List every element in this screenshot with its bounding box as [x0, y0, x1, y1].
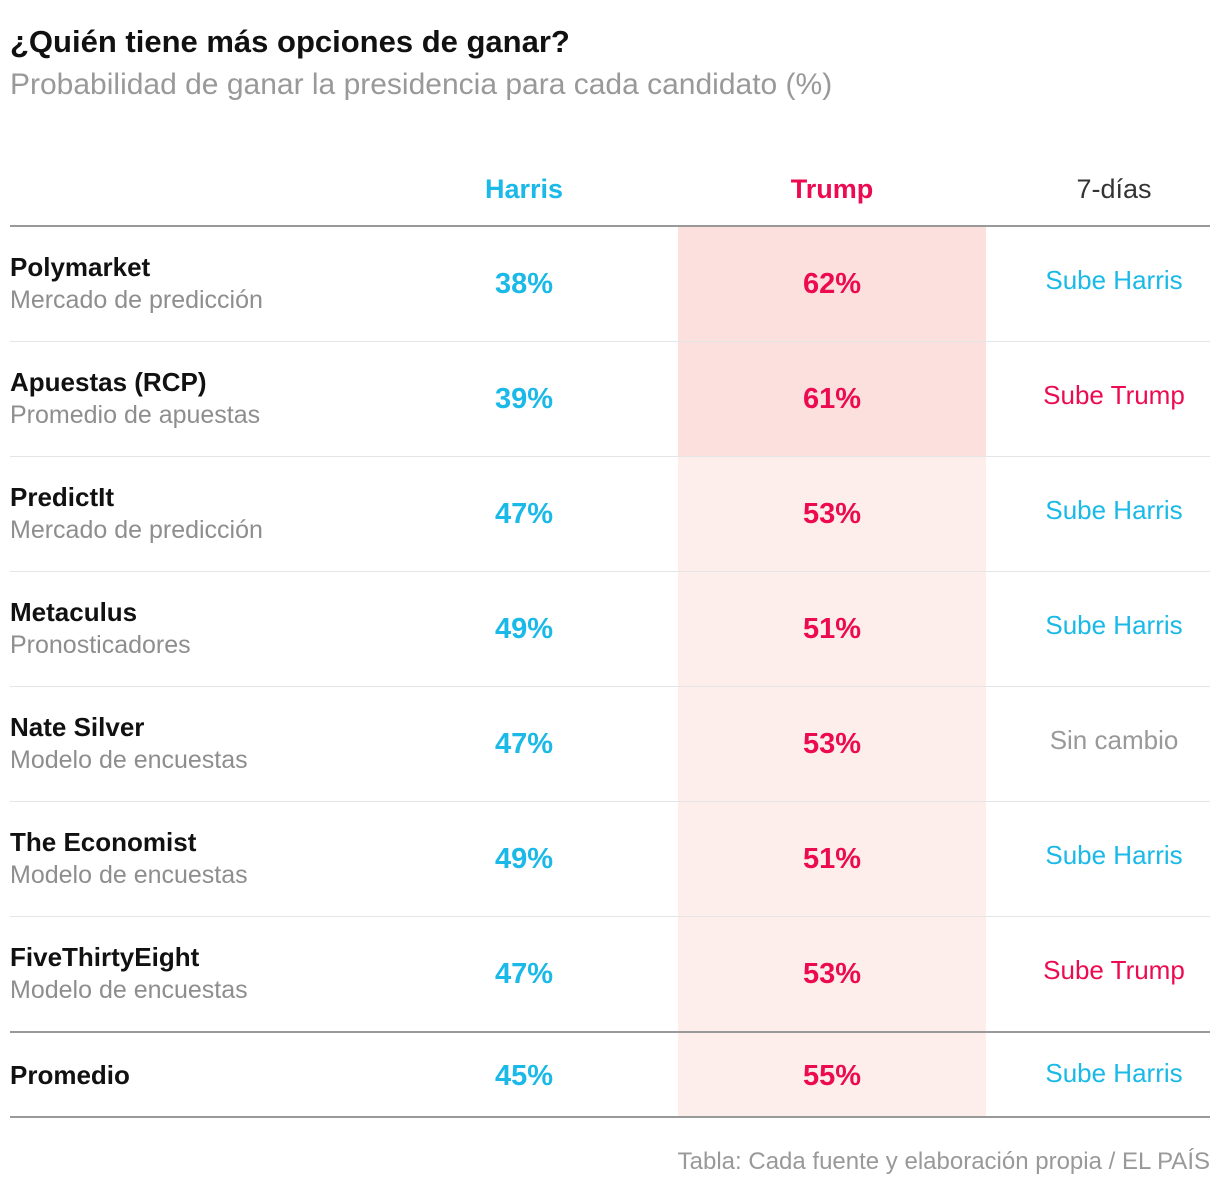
chart-title: ¿Quién tiene más opciones de ganar? — [10, 24, 570, 59]
source-type: Promedio de apuestas — [10, 401, 261, 429]
source-name: Polymarket — [10, 252, 151, 282]
trump-value: 62% — [802, 268, 862, 300]
trump-shade — [678, 917, 986, 1031]
table-row: FiveThirtyEight Modelo de encuestas 47% 53%… — [10, 916, 1210, 1031]
source-name: Apuestas (RCP) — [10, 367, 207, 397]
probability-table: Harris Trump 7-días Polymarket Mercado de… — [10, 150, 1210, 1118]
table-row: The Economist Modelo de encuestas 49% 51% Su… — [10, 801, 1210, 916]
table-header: Harris Trump 7-días — [10, 150, 1210, 225]
trump-shade — [678, 227, 986, 341]
harris-value: 49% — [494, 613, 554, 645]
harris-value: 38% — [494, 268, 554, 300]
source-name: Promedio — [10, 1060, 130, 1090]
source-cell: FiveThirtyEight Modelo de encuestas — [10, 941, 248, 1007]
harris-value: 47% — [494, 958, 554, 990]
trump-value: 53% — [802, 958, 862, 990]
trend-label: Sube Harris — [1045, 840, 1183, 870]
trend-label: Sube Harris — [1045, 495, 1183, 525]
trump-value: 53% — [802, 498, 862, 530]
source-cell: Nate Silver Modelo de encuestas — [10, 711, 248, 777]
header-harris: Harris — [484, 174, 564, 204]
trend-label: Sube Trump — [1043, 380, 1185, 410]
trend-label: Sube Harris — [1045, 265, 1183, 295]
trump-shade — [678, 687, 986, 801]
trump-shade — [678, 457, 986, 571]
average-row: Promedio 45% 55% Sube Harris — [10, 1031, 1210, 1118]
harris-value: 39% — [494, 383, 554, 415]
trump-value: 53% — [802, 728, 862, 760]
harris-value: 49% — [494, 843, 554, 875]
trump-value: 55% — [802, 1060, 862, 1092]
table-row: Polymarket Mercado de predicción 38% 62% Sub… — [10, 225, 1210, 341]
trump-value: 51% — [802, 613, 862, 645]
trump-value: 51% — [802, 843, 862, 875]
source-type: Pronosticadores — [10, 631, 191, 659]
harris-value: 47% — [494, 728, 554, 760]
header-trump: Trump — [790, 174, 874, 204]
source-cell: PredictIt Mercado de predicción — [10, 481, 263, 547]
source-type: Modelo de encuestas — [10, 861, 248, 889]
trend-label: Sube Trump — [1043, 955, 1185, 985]
harris-value: 45% — [494, 1060, 554, 1092]
source-name: PredictIt — [10, 482, 115, 512]
table-row: PredictIt Mercado de predicción 47% 53% Sube… — [10, 456, 1210, 571]
source-cell: Promedio — [10, 1059, 130, 1091]
header-trend: 7-días — [1076, 174, 1152, 204]
trump-shade — [678, 1033, 986, 1116]
trump-shade — [678, 572, 986, 686]
source-name: Metaculus — [10, 597, 138, 627]
source-note: Tabla: Cada fuente y elaboración propia … — [677, 1148, 1210, 1175]
source-name: Nate Silver — [10, 712, 145, 742]
table-row: Nate Silver Modelo de encuestas 47% 53% Sin … — [10, 686, 1210, 801]
trend-label: Sube Harris — [1045, 610, 1183, 640]
trump-shade — [678, 802, 986, 916]
source-cell: Apuestas (RCP) Promedio de apuestas — [10, 366, 260, 432]
trend-label: Sube Harris — [1045, 1058, 1183, 1088]
table-row: Metaculus Pronosticadores 49% 51% Sube Harri… — [10, 571, 1210, 686]
table-row: Apuestas (RCP) Promedio de apuestas 39% 61%… — [10, 341, 1210, 456]
source-cell: Polymarket Mercado de predicción — [10, 251, 263, 317]
harris-value: 47% — [494, 498, 554, 530]
source-type: Modelo de encuestas — [10, 976, 248, 1004]
trump-shade — [678, 342, 986, 456]
source-cell: Metaculus Pronosticadores — [10, 596, 191, 662]
chart-subtitle: Probabilidad de ganar la presidencia par… — [10, 68, 833, 101]
trend-label: Sin cambio — [1049, 725, 1179, 755]
source-type: Mercado de predicción — [10, 516, 263, 544]
source-name: FiveThirtyEight — [10, 942, 200, 972]
source-type: Modelo de encuestas — [10, 746, 248, 774]
source-type: Mercado de predicción — [10, 286, 263, 314]
source-cell: The Economist Modelo de encuestas — [10, 826, 248, 892]
trump-value: 61% — [802, 383, 862, 415]
source-name: The Economist — [10, 827, 197, 857]
